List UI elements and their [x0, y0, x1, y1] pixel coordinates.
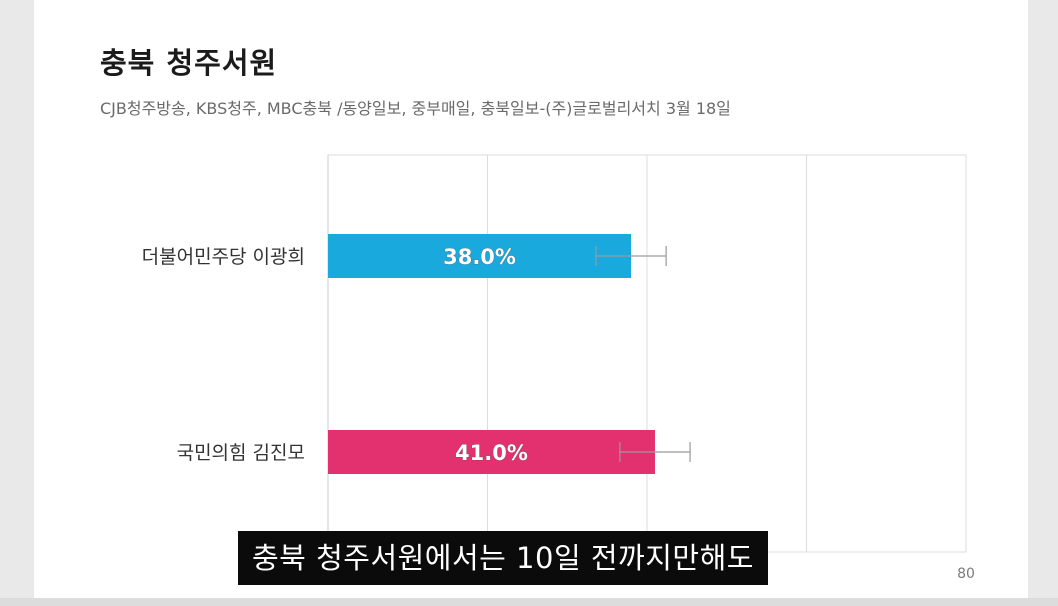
error-bars	[595, 246, 691, 462]
data-label: 41.0%	[455, 441, 528, 465]
category-label: 국민의힘 김진모	[177, 442, 305, 464]
data-label: 38.0%	[443, 245, 516, 269]
chart-card	[34, 0, 1028, 600]
x-tick-label: 80	[957, 566, 975, 582]
bar	[328, 234, 632, 278]
data-labels: 38.0% 41.0%	[443, 245, 528, 466]
x-tick-labels: 80	[957, 566, 975, 582]
bottom-strip	[0, 598, 1058, 606]
chart-subtitle: CJB청주방송, KBS청주, MBC충북 /동양일보, 중부매일, 충북일보-…	[100, 99, 731, 118]
subtitle-caption: 충북 청주서원에서는 10일 전까지만해도	[238, 531, 768, 585]
bar	[328, 430, 655, 474]
chart-title: 충북 청주서원	[100, 46, 278, 80]
bars	[328, 234, 655, 474]
category-label: 더불어민주당 이광희	[142, 246, 305, 268]
gridlines	[327, 155, 807, 552]
